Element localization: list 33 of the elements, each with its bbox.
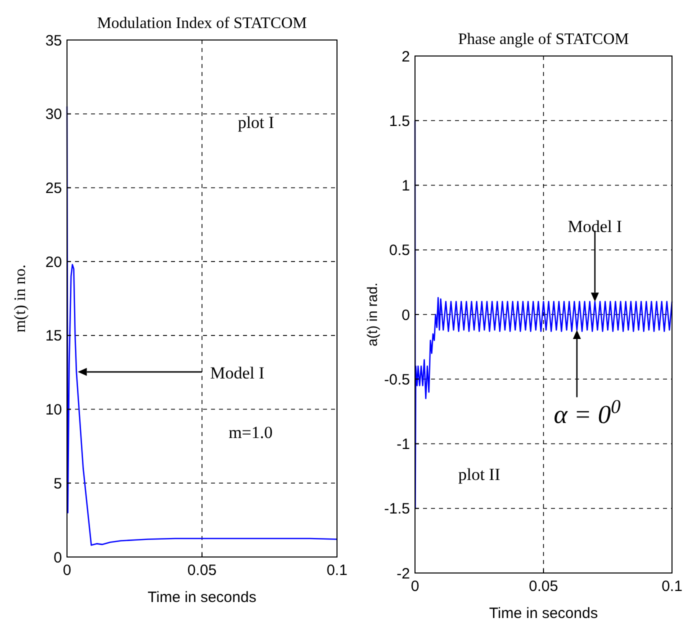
chart-title: Phase angle of STATCOM [458, 31, 629, 48]
y-axis-title: a(t) in rad. [364, 282, 380, 346]
x-tick-label: 0.1 [326, 562, 348, 579]
y-tick-label: 15 [45, 328, 62, 345]
annotation: m=1.0 [228, 423, 273, 442]
y-tick-label: -1.5 [384, 500, 410, 518]
y-tick-label: -0.5 [384, 371, 410, 388]
y-tick-label: -1 [396, 436, 410, 453]
y-tick-label: 5 [54, 475, 62, 492]
y-tick-label: 0.5 [389, 242, 410, 260]
y-tick-label: 0 [402, 306, 410, 324]
annotation: α = 0$^{0}$ [554, 396, 621, 430]
x-tick-label: 0.05 [187, 562, 217, 579]
y-tick-label: 1.5 [389, 112, 410, 130]
y-tick-label: 30 [45, 106, 62, 124]
y-tick-label: 25 [45, 180, 62, 197]
chart-title: Modulation Index of STATCOM [97, 15, 307, 32]
y-tick-label: 2 [402, 48, 410, 66]
y-tick-label: 1 [402, 178, 410, 194]
y-tick-label: 20 [45, 254, 62, 271]
y-axis-title: m(t) in no. [12, 264, 29, 332]
y-tick-label: 10 [45, 402, 62, 419]
x-axis-title: Time in seconds [489, 605, 598, 622]
x-tick-label: 0.05 [528, 578, 558, 595]
annotation: plot I [238, 112, 275, 132]
annotation: Model I [568, 216, 622, 236]
y-tick-label: 0 [54, 549, 62, 566]
annotation: plot II [458, 464, 501, 484]
y-tick-label: 35 [45, 32, 62, 50]
x-tick-label: 0.1 [662, 578, 682, 595]
annotation: Model I [210, 364, 265, 383]
y-tick-label: -2 [396, 565, 410, 582]
x-axis-title: Time in seconds [148, 589, 256, 606]
